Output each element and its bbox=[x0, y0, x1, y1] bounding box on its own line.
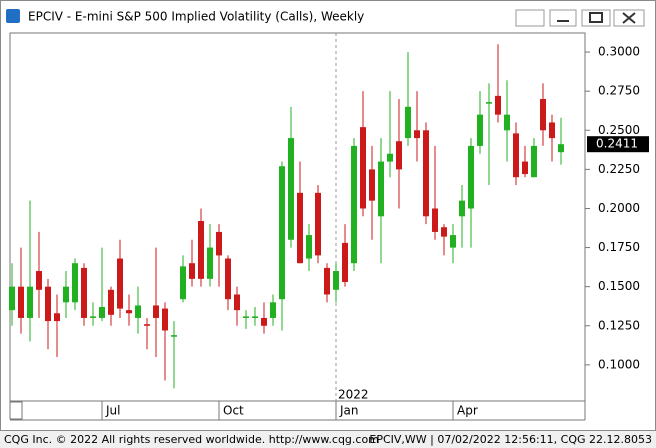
body bbox=[486, 102, 492, 104]
body bbox=[387, 153, 393, 162]
body bbox=[72, 263, 78, 303]
minimize-button[interactable] bbox=[549, 9, 577, 27]
body bbox=[45, 286, 51, 322]
body bbox=[252, 316, 258, 318]
body bbox=[225, 258, 231, 300]
y-tick-label: 0.3000 bbox=[598, 45, 640, 59]
body bbox=[468, 145, 474, 209]
body bbox=[405, 106, 411, 139]
body bbox=[153, 305, 159, 318]
y-tick-label: 0.1250 bbox=[598, 318, 640, 332]
y-tick-label: 0.2250 bbox=[598, 162, 640, 176]
body bbox=[63, 286, 69, 303]
body bbox=[171, 335, 177, 337]
body bbox=[234, 294, 240, 311]
body bbox=[54, 313, 60, 322]
body bbox=[243, 316, 249, 318]
body bbox=[216, 231, 222, 256]
body bbox=[432, 208, 438, 232]
year-label: 2022 bbox=[338, 388, 369, 402]
body bbox=[549, 122, 555, 139]
link-button[interactable] bbox=[515, 9, 545, 27]
body bbox=[333, 271, 339, 290]
body bbox=[540, 98, 546, 131]
body bbox=[108, 289, 114, 315]
body bbox=[477, 114, 483, 146]
body bbox=[117, 258, 123, 309]
last-price-label: 0.2411 bbox=[596, 137, 638, 151]
body bbox=[144, 324, 150, 326]
body bbox=[126, 310, 132, 314]
y-tick-label: 0.1750 bbox=[598, 240, 640, 254]
body bbox=[513, 133, 519, 178]
body bbox=[27, 286, 33, 318]
body bbox=[180, 266, 186, 300]
body bbox=[81, 267, 87, 318]
body bbox=[558, 144, 564, 153]
body bbox=[522, 161, 528, 175]
body bbox=[396, 141, 402, 170]
body bbox=[162, 308, 168, 331]
body bbox=[342, 242, 348, 282]
body bbox=[261, 317, 267, 326]
body bbox=[360, 127, 366, 209]
body bbox=[441, 227, 447, 237]
body bbox=[36, 271, 42, 290]
y-tick-label: 0.2500 bbox=[598, 123, 640, 137]
y-tick-label: 0.1000 bbox=[598, 357, 640, 371]
body bbox=[450, 235, 456, 248]
body bbox=[351, 145, 357, 264]
body bbox=[504, 114, 510, 131]
footer-left: CQG Inc. © 2022 All rights reserved worl… bbox=[4, 433, 379, 446]
body bbox=[297, 192, 303, 264]
body bbox=[378, 161, 384, 217]
app-icon bbox=[6, 9, 20, 23]
body bbox=[135, 305, 141, 318]
x-tick-label: Apr bbox=[457, 404, 478, 418]
x-tick-label: Jan bbox=[339, 404, 359, 418]
last-price-box bbox=[587, 136, 649, 153]
body bbox=[495, 95, 501, 115]
y-tick-label: 0.2000 bbox=[598, 201, 640, 215]
body bbox=[279, 166, 285, 300]
maximize-glyph bbox=[589, 12, 603, 23]
x-tick-label: Jul bbox=[105, 404, 120, 418]
body bbox=[99, 307, 105, 318]
close-glyph bbox=[622, 12, 636, 24]
y-tick-label: 0.2750 bbox=[598, 84, 640, 98]
body bbox=[531, 145, 537, 178]
body bbox=[90, 316, 96, 318]
body bbox=[324, 267, 330, 295]
body bbox=[270, 302, 276, 318]
body bbox=[459, 200, 465, 217]
body bbox=[189, 263, 195, 279]
window-title: EPCIV - E-mini S&P 500 Implied Volatilit… bbox=[28, 10, 364, 24]
body bbox=[9, 286, 15, 311]
x-tick-label: Oct bbox=[223, 404, 244, 418]
body bbox=[207, 247, 213, 279]
body bbox=[306, 235, 312, 259]
body bbox=[18, 286, 24, 318]
y-tick-label: 0.1500 bbox=[598, 279, 640, 293]
body bbox=[369, 169, 375, 201]
scroll-box[interactable] bbox=[9, 401, 23, 420]
footer-right: EPCIV,WW | 07/02/2022 12:56:11, CQG 22.1… bbox=[369, 433, 652, 446]
body bbox=[198, 220, 204, 279]
body bbox=[288, 138, 294, 240]
body bbox=[414, 130, 420, 139]
body bbox=[423, 130, 429, 217]
body bbox=[315, 192, 321, 256]
